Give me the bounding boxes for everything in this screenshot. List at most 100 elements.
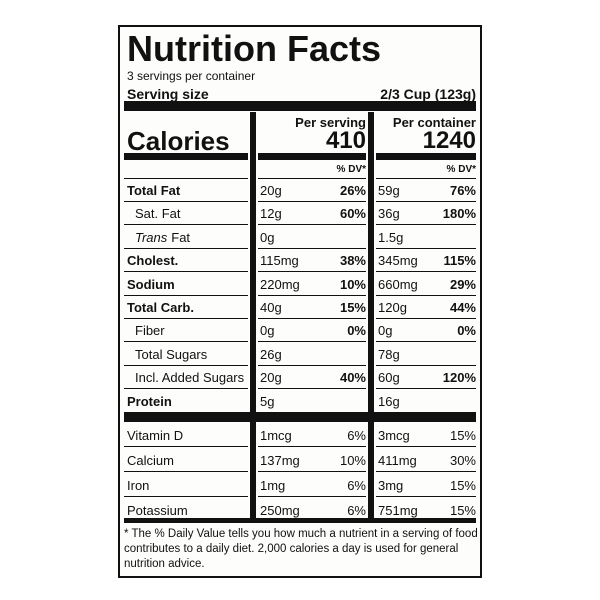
nutrient-label: Total Carb.	[127, 300, 194, 315]
rule	[376, 224, 476, 226]
rule	[376, 247, 476, 249]
thick-rule	[124, 518, 476, 523]
amount: 1mg	[260, 478, 286, 493]
nutrient-label: Cholest.	[127, 253, 179, 269]
nutrient-label: Potassium	[127, 503, 188, 518]
rule	[124, 446, 248, 447]
amount: 250mg	[260, 503, 300, 518]
amount: 0g	[260, 229, 275, 245]
rule	[124, 294, 248, 296]
amount: 16g	[378, 393, 400, 409]
rule	[124, 496, 248, 497]
nutrient-label-italic: Trans	[135, 229, 168, 245]
column-divider	[250, 112, 256, 522]
amount: 1.5g	[378, 229, 404, 245]
amount: 78g	[378, 346, 400, 362]
nutrient-label: Sat. Fat	[135, 206, 181, 222]
amount: 12g	[260, 206, 282, 222]
nutrient-label: Total Sugars	[135, 346, 208, 362]
daily-value: 115%	[443, 253, 476, 269]
dv-heading: % DV*	[336, 164, 366, 175]
amount: 220mg	[260, 276, 300, 292]
daily-value: 15%	[449, 503, 476, 518]
rule	[376, 388, 476, 390]
column-calories: 410	[325, 127, 366, 154]
rule	[258, 318, 366, 319]
rule	[124, 471, 248, 472]
daily-value: 6%	[347, 428, 366, 443]
rule	[124, 364, 248, 366]
rule	[376, 201, 476, 202]
daily-value: 0%	[457, 323, 476, 339]
thick-rule	[258, 153, 366, 160]
rule	[376, 471, 476, 472]
nutrition-label	[118, 25, 482, 578]
thick-rule	[124, 412, 476, 422]
amount: 115mg	[260, 253, 299, 269]
nutrient-label: Protein	[127, 393, 172, 409]
rule	[258, 446, 366, 447]
amount: 0g	[378, 323, 393, 339]
daily-value: 15%	[449, 478, 476, 493]
serving-size-label: Serving size	[127, 86, 209, 102]
nutrient-label: Sodium	[127, 276, 175, 292]
title: Nutrition Facts	[127, 28, 382, 69]
nutrient-label: Incl. Added Sugars	[135, 370, 245, 386]
amount: 137mg	[260, 453, 300, 468]
daily-value: 40%	[339, 370, 366, 386]
amount: 26g	[260, 346, 282, 362]
nutrient-label: Calcium	[127, 453, 174, 468]
daily-value: 120%	[442, 370, 476, 386]
rule	[258, 224, 366, 226]
amount: 60g	[378, 370, 400, 386]
nutrient-label: Total Fat	[127, 183, 181, 198]
nutrient-label: Fiber	[135, 323, 165, 339]
daily-value: 15%	[339, 300, 366, 315]
amount: 59g	[378, 183, 400, 198]
rule	[258, 294, 366, 296]
daily-value: 15%	[449, 428, 476, 443]
rule	[258, 471, 366, 472]
rule	[258, 341, 366, 343]
rule	[124, 224, 248, 226]
calories-label: Calories	[127, 126, 230, 156]
rule	[124, 247, 248, 249]
daily-value: 29%	[449, 276, 476, 292]
daily-value: 44%	[449, 300, 476, 315]
daily-value: 60%	[339, 206, 366, 222]
amount: 20g	[260, 370, 282, 386]
amount: 40g	[260, 300, 282, 315]
daily-value: 0%	[347, 323, 366, 339]
rule	[376, 496, 476, 497]
rule	[124, 271, 248, 273]
rule	[124, 178, 248, 179]
rule	[376, 271, 476, 273]
nutrient-label: Iron	[127, 478, 150, 493]
amount: 3mcg	[378, 428, 410, 443]
rule	[376, 178, 476, 179]
amount: 120g	[378, 300, 407, 315]
rule	[258, 201, 366, 202]
footnote: contributes to a daily diet. 2,000 calor…	[124, 543, 459, 555]
daily-value: 6%	[347, 503, 366, 518]
dv-heading: % DV*	[446, 164, 476, 175]
rule	[258, 247, 366, 249]
column-calories: 1240	[422, 127, 476, 154]
rule	[124, 318, 248, 319]
thick-rule	[124, 153, 248, 160]
rule	[376, 294, 476, 296]
thick-rule	[376, 153, 476, 160]
nutrient-label-rest: Fat	[171, 229, 191, 245]
amount: 1mcg	[260, 428, 292, 443]
column-divider	[368, 112, 374, 522]
rule	[376, 364, 476, 366]
daily-value: 180%	[442, 206, 476, 222]
rule	[258, 364, 366, 366]
column-heading: Per serving	[295, 115, 366, 130]
rule	[124, 388, 248, 390]
nutrient-label: Vitamin D	[127, 428, 184, 443]
amount: 3mg	[378, 478, 404, 493]
footnote: * The % Daily Value tells you how much a…	[124, 528, 478, 540]
thick-rule	[124, 101, 476, 111]
